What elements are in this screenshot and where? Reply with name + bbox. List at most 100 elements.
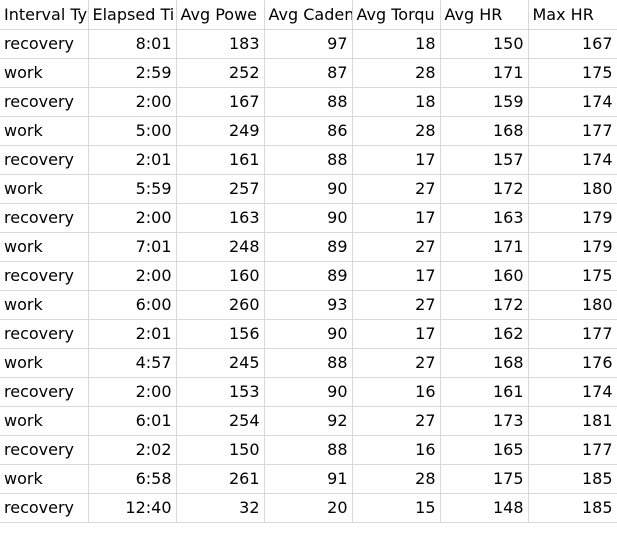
cell-avg-torque[interactable]: 16	[352, 377, 441, 407]
cell-elapsed-time[interactable]: 2:00	[88, 87, 177, 117]
cell-elapsed-time[interactable]: 12:40	[88, 493, 177, 523]
cell-max-hr[interactable]: 185	[528, 464, 617, 494]
cell-avg-torque[interactable]: 17	[352, 319, 441, 349]
cell-avg-power[interactable]: 245	[176, 348, 265, 378]
cell-max-hr[interactable]: 179	[528, 203, 617, 233]
cell-avg-power[interactable]: 163	[176, 203, 265, 233]
cell-max-hr[interactable]: 174	[528, 145, 617, 175]
cell-max-hr[interactable]: 177	[528, 435, 617, 465]
cell-avg-cadence[interactable]: 90	[264, 377, 353, 407]
header-cell-interval-type[interactable]: Interval Ty	[0, 0, 89, 30]
cell-interval-type[interactable]: recovery	[0, 29, 89, 59]
cell-max-hr[interactable]: 174	[528, 377, 617, 407]
cell-avg-power[interactable]: 150	[176, 435, 265, 465]
cell-interval-type[interactable]: work	[0, 290, 89, 320]
cell-avg-power[interactable]: 183	[176, 29, 265, 59]
cell-avg-cadence[interactable]: 88	[264, 435, 353, 465]
header-cell-avg-power[interactable]: Avg Powe	[176, 0, 265, 30]
cell-avg-power[interactable]: 260	[176, 290, 265, 320]
cell-avg-hr[interactable]: 160	[440, 261, 529, 291]
cell-avg-hr[interactable]: 157	[440, 145, 529, 175]
cell-elapsed-time[interactable]: 6:01	[88, 406, 177, 436]
cell-interval-type[interactable]: recovery	[0, 261, 89, 291]
cell-avg-torque[interactable]: 16	[352, 435, 441, 465]
cell-elapsed-time[interactable]: 2:00	[88, 203, 177, 233]
cell-interval-type[interactable]: recovery	[0, 377, 89, 407]
cell-avg-cadence[interactable]: 86	[264, 116, 353, 146]
header-cell-elapsed-time[interactable]: Elapsed Ti	[88, 0, 177, 30]
cell-avg-hr[interactable]: 171	[440, 58, 529, 88]
cell-elapsed-time[interactable]: 2:00	[88, 377, 177, 407]
cell-avg-hr[interactable]: 168	[440, 348, 529, 378]
cell-avg-cadence[interactable]: 90	[264, 319, 353, 349]
cell-avg-power[interactable]: 160	[176, 261, 265, 291]
cell-interval-type[interactable]: recovery	[0, 319, 89, 349]
cell-interval-type[interactable]: work	[0, 348, 89, 378]
cell-avg-power[interactable]: 167	[176, 87, 265, 117]
cell-avg-hr[interactable]: 162	[440, 319, 529, 349]
cell-interval-type[interactable]: work	[0, 464, 89, 494]
cell-interval-type[interactable]: work	[0, 174, 89, 204]
cell-avg-power[interactable]: 248	[176, 232, 265, 262]
cell-avg-hr[interactable]: 161	[440, 377, 529, 407]
cell-avg-cadence[interactable]: 93	[264, 290, 353, 320]
cell-avg-power[interactable]: 261	[176, 464, 265, 494]
cell-avg-torque[interactable]: 27	[352, 406, 441, 436]
cell-avg-power[interactable]: 32	[176, 493, 265, 523]
cell-avg-torque[interactable]: 28	[352, 116, 441, 146]
cell-avg-power[interactable]: 252	[176, 58, 265, 88]
cell-avg-power[interactable]: 257	[176, 174, 265, 204]
cell-max-hr[interactable]: 181	[528, 406, 617, 436]
cell-avg-hr[interactable]: 150	[440, 29, 529, 59]
cell-avg-cadence[interactable]: 90	[264, 174, 353, 204]
cell-avg-torque[interactable]: 17	[352, 145, 441, 175]
cell-avg-hr[interactable]: 168	[440, 116, 529, 146]
cell-avg-torque[interactable]: 15	[352, 493, 441, 523]
cell-max-hr[interactable]: 174	[528, 87, 617, 117]
header-cell-avg-hr[interactable]: Avg HR	[440, 0, 529, 30]
cell-avg-torque[interactable]: 27	[352, 348, 441, 378]
cell-interval-type[interactable]: recovery	[0, 145, 89, 175]
cell-avg-hr[interactable]: 148	[440, 493, 529, 523]
cell-avg-torque[interactable]: 18	[352, 87, 441, 117]
cell-avg-power[interactable]: 153	[176, 377, 265, 407]
cell-max-hr[interactable]: 177	[528, 319, 617, 349]
cell-interval-type[interactable]: work	[0, 58, 89, 88]
cell-elapsed-time[interactable]: 2:02	[88, 435, 177, 465]
header-cell-avg-cadence[interactable]: Avg Caden	[264, 0, 353, 30]
cell-avg-torque[interactable]: 17	[352, 261, 441, 291]
cell-avg-hr[interactable]: 165	[440, 435, 529, 465]
cell-interval-type[interactable]: recovery	[0, 87, 89, 117]
cell-avg-cadence[interactable]: 90	[264, 203, 353, 233]
cell-elapsed-time[interactable]: 2:01	[88, 145, 177, 175]
cell-avg-cadence[interactable]: 92	[264, 406, 353, 436]
cell-interval-type[interactable]: recovery	[0, 203, 89, 233]
cell-avg-power[interactable]: 156	[176, 319, 265, 349]
cell-avg-hr[interactable]: 175	[440, 464, 529, 494]
cell-avg-hr[interactable]: 171	[440, 232, 529, 262]
cell-max-hr[interactable]: 185	[528, 493, 617, 523]
cell-elapsed-time[interactable]: 2:00	[88, 261, 177, 291]
cell-avg-cadence[interactable]: 91	[264, 464, 353, 494]
cell-avg-torque[interactable]: 18	[352, 29, 441, 59]
cell-avg-cadence[interactable]: 88	[264, 348, 353, 378]
cell-avg-cadence[interactable]: 88	[264, 87, 353, 117]
cell-elapsed-time[interactable]: 7:01	[88, 232, 177, 262]
cell-avg-cadence[interactable]: 97	[264, 29, 353, 59]
cell-interval-type[interactable]: recovery	[0, 493, 89, 523]
cell-elapsed-time[interactable]: 2:59	[88, 58, 177, 88]
cell-elapsed-time[interactable]: 6:00	[88, 290, 177, 320]
cell-max-hr[interactable]: 176	[528, 348, 617, 378]
cell-max-hr[interactable]: 180	[528, 174, 617, 204]
cell-elapsed-time[interactable]: 8:01	[88, 29, 177, 59]
cell-max-hr[interactable]: 180	[528, 290, 617, 320]
cell-max-hr[interactable]: 175	[528, 58, 617, 88]
cell-interval-type[interactable]: work	[0, 232, 89, 262]
cell-avg-power[interactable]: 161	[176, 145, 265, 175]
cell-elapsed-time[interactable]: 4:57	[88, 348, 177, 378]
cell-elapsed-time[interactable]: 2:01	[88, 319, 177, 349]
cell-avg-hr[interactable]: 163	[440, 203, 529, 233]
cell-interval-type[interactable]: recovery	[0, 435, 89, 465]
cell-elapsed-time[interactable]: 5:59	[88, 174, 177, 204]
cell-avg-cadence[interactable]: 89	[264, 232, 353, 262]
